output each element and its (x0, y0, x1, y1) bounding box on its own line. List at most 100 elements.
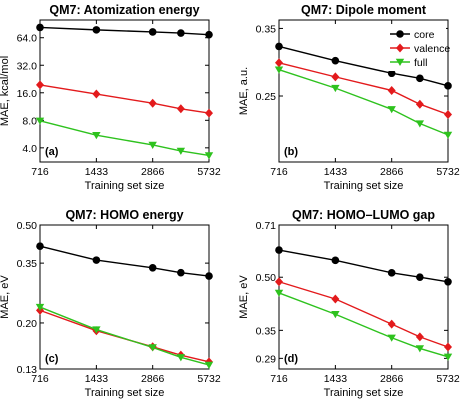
data-point-core (177, 268, 185, 277)
data-point-valence (415, 332, 424, 342)
data-point-valence (387, 85, 396, 95)
data-point-full (176, 354, 186, 362)
x-tick-label: 1433 (324, 373, 348, 385)
y-tick-label: 0.50 (256, 272, 277, 284)
data-point-full (331, 311, 340, 319)
panel-letter: (b) (284, 146, 298, 158)
y-axis-label: MAE, a.u. (238, 67, 250, 115)
data-point-full (415, 345, 425, 353)
data-point-core (416, 74, 424, 83)
data-point-full (415, 120, 425, 128)
x-tick-label: 2866 (380, 373, 404, 385)
data-point-valence (36, 80, 44, 90)
data-point-core (36, 23, 44, 32)
data-point-valence (275, 58, 283, 68)
data-point-core (92, 256, 101, 264)
x-tick-label: 2866 (141, 373, 165, 385)
legend-marker-full (395, 58, 405, 66)
y-tick-label: 0.35 (17, 258, 38, 270)
x-axis-label: Training set size (85, 387, 165, 399)
data-point-core (205, 30, 213, 39)
y-tick-label: 0.13 (17, 364, 38, 376)
x-axis-label: Training set size (324, 387, 404, 399)
legend-label-valence: valence (414, 43, 450, 55)
data-point-valence (148, 98, 157, 108)
x-tick-label: 5732 (197, 166, 221, 178)
series-line-full (39, 120, 210, 157)
y-axis-label: MAE, eV (238, 275, 250, 319)
data-point-valence (331, 294, 340, 304)
data-point-valence (176, 104, 185, 114)
y-tick-label: 8.0 (22, 115, 37, 127)
panel-letter: (d) (284, 353, 298, 365)
y-axis-label: MAE, kcal/mol (0, 56, 11, 126)
legend-label-full: full (414, 57, 427, 69)
y-tick-label: 0.25 (256, 91, 277, 103)
data-point-core (444, 82, 452, 90)
data-point-full (92, 131, 101, 140)
data-point-full (274, 289, 284, 297)
data-point-core (387, 269, 396, 277)
data-point-valence (444, 110, 452, 120)
chart-title: QM7: Dipole moment (301, 3, 427, 17)
data-point-core (387, 69, 396, 78)
data-point-valence (275, 277, 283, 287)
data-point-core (331, 56, 340, 65)
data-point-core (177, 29, 185, 37)
data-point-full (443, 131, 453, 139)
y-tick-label: 0.20 (17, 318, 38, 330)
chart-title: QM7: Atomization energy (49, 3, 199, 17)
x-tick-label: 716 (270, 373, 288, 385)
data-point-full (92, 326, 101, 334)
data-point-core (92, 26, 101, 34)
data-point-full (443, 353, 453, 361)
y-axis-label: MAE, eV (0, 275, 11, 319)
chart-title: QM7: HOMO energy (65, 208, 183, 222)
y-tick-label: 0.50 (17, 220, 38, 232)
x-tick-label: 1433 (324, 166, 348, 178)
data-point-core (205, 272, 213, 280)
data-point-core (331, 256, 340, 265)
data-point-core (36, 242, 44, 251)
data-point-valence (331, 72, 340, 82)
legend-marker-core (396, 30, 404, 38)
y-tick-label: 0.35 (256, 23, 277, 35)
plot-frame (278, 224, 449, 370)
plot-frame (278, 19, 449, 163)
data-point-full (176, 147, 186, 155)
data-point-full (387, 334, 396, 342)
data-point-valence (205, 108, 213, 118)
y-tick-label: 0.29 (256, 353, 277, 365)
data-point-valence (444, 342, 452, 352)
data-point-full (204, 361, 214, 369)
data-point-full (387, 106, 396, 114)
x-tick-label: 2866 (380, 166, 404, 178)
data-point-core (416, 273, 424, 282)
data-point-full (274, 66, 284, 74)
data-point-full (331, 84, 340, 93)
data-point-valence (387, 319, 396, 329)
y-tick-label: 32.0 (17, 60, 38, 72)
data-point-full (35, 117, 45, 125)
x-tick-label: 716 (31, 166, 49, 178)
data-point-core (275, 246, 283, 254)
data-point-full (204, 152, 214, 160)
x-tick-label: 2866 (141, 166, 165, 178)
panel-d: 716 1433 2866 5732 0.29 0.35 0.50 0.71 QM7: HOMO… (238, 208, 460, 399)
data-point-valence (415, 99, 424, 109)
panel-b: 716 1433 2866 5732 0.25 0.35 QM7: Dipole momen… (238, 3, 460, 192)
y-tick-label: 0.71 (256, 220, 277, 232)
x-tick-label: 716 (270, 166, 288, 178)
data-point-core (444, 277, 452, 286)
panel-a: 716 1433 2866 5732 4.0 8.0 16.0 32.0 64.0 QM7: At… (0, 3, 221, 192)
panel-letter: (c) (45, 353, 59, 365)
x-tick-label: 1433 (85, 373, 109, 385)
legend-marker-valence (396, 43, 404, 53)
data-point-core (148, 264, 157, 272)
panel-letter: (a) (45, 146, 59, 158)
plot-frame (39, 19, 210, 163)
x-tick-label: 5732 (436, 166, 460, 178)
plot-frame (39, 224, 210, 370)
data-point-core (275, 42, 283, 51)
